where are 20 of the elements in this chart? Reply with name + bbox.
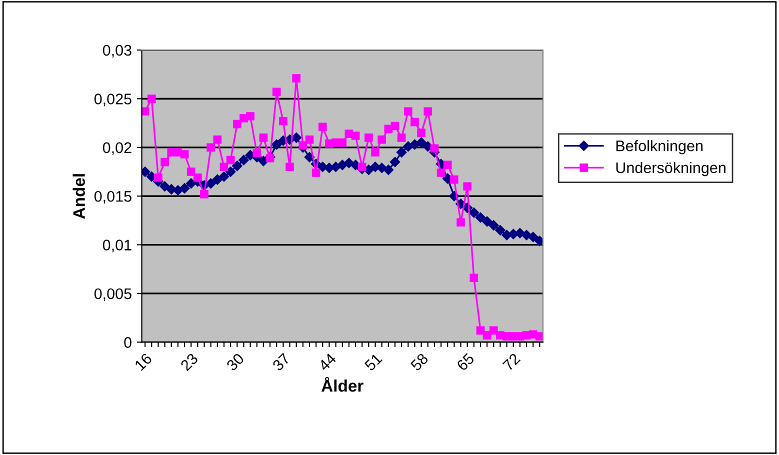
y-axis-title: Andel: [72, 174, 85, 219]
x-tick-label: 16: [134, 352, 153, 372]
x-tick-label: 58: [410, 352, 429, 372]
x-tick-label: 72: [502, 352, 521, 372]
y-tick-label: 0,03: [102, 44, 132, 58]
x-tick-label: 51: [364, 352, 383, 372]
x-tick-label: 37: [272, 352, 291, 372]
x-tick-label: 44: [318, 352, 337, 372]
x-tick-label: 65: [456, 352, 475, 372]
y-tick-label: 0,025: [94, 94, 132, 106]
legend-label: Befolkningen: [616, 140, 702, 154]
x-tick-label: 30: [226, 352, 245, 372]
x-axis-title: Ålder: [321, 376, 364, 392]
legend-label: Undersökningen: [616, 162, 726, 176]
y-tick-label: 0,015: [94, 190, 132, 204]
y-tick-label: 0: [124, 337, 132, 348]
y-tick-label: 0,01: [102, 240, 132, 252]
x-tick-label: 23: [180, 352, 199, 372]
y-tick-label: 0,02: [102, 142, 132, 155]
y-tick-label: 0,005: [94, 288, 132, 301]
